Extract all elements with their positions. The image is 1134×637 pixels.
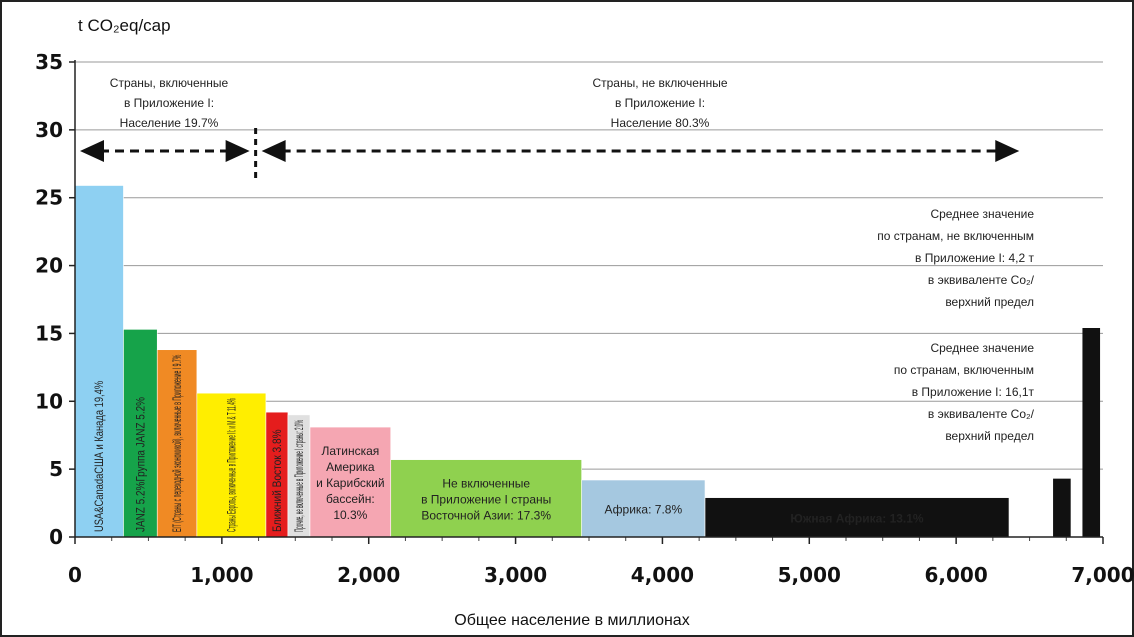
- bar: [704, 497, 1010, 538]
- y-tick-label: 5: [49, 457, 63, 481]
- population-annotation: Страны, не включенные: [592, 76, 727, 90]
- bar: [309, 426, 392, 538]
- x-tick-label: 1,000: [190, 563, 253, 587]
- x-tick-label: 4,000: [631, 563, 694, 587]
- summary-label: Среднее значение: [930, 341, 1034, 355]
- summary-label: в Приложение I: 16,1т: [912, 385, 1035, 399]
- bar: [390, 459, 582, 538]
- bar: [196, 392, 267, 538]
- bar: [74, 185, 124, 538]
- bar-label: и Карибский: [316, 476, 384, 490]
- arrow-annex-1: [80, 140, 250, 162]
- bar-label: бассейн:: [326, 492, 375, 506]
- summary-bar: [1082, 328, 1101, 537]
- bar: [156, 349, 198, 538]
- bar-label: JANZ 5.2%Группа JANZ 5.2%: [133, 397, 147, 532]
- population-annotation: Население 80.3%: [611, 116, 710, 130]
- bar-label: Страны Европы, включенные в Приложение I…: [224, 398, 238, 532]
- bar: [123, 329, 158, 538]
- summary-label: Среднее значение: [930, 207, 1034, 221]
- summary-label: в эквиваленте Co₂/: [928, 407, 1035, 421]
- bar-label: Америка: [326, 460, 375, 474]
- y-tick-label: 25: [35, 186, 63, 210]
- y-tick-label: 35: [35, 50, 63, 74]
- bar-label: Южная Африка: 13.1%: [790, 511, 924, 525]
- population-annotation: Население 19.7%: [120, 116, 219, 130]
- bar-label: USA&CanadaСША и Канада 19,4%: [92, 381, 106, 532]
- x-tick-label: 5,000: [778, 563, 841, 587]
- y-axis-label: t CO₂eq/cap: [78, 16, 171, 35]
- x-tick-label: 6,000: [925, 563, 988, 587]
- bar-label: Прочие, не включенные в Приложение I стр…: [292, 420, 306, 532]
- summary-label: в эквиваленте Co₂/: [928, 273, 1035, 287]
- bar-label: 10.3%: [333, 508, 367, 522]
- bar-label: Африка: 7.8%: [605, 503, 683, 517]
- arrow-non-annex-1: [261, 140, 1020, 162]
- population-annotation: в Приложение I:: [615, 96, 705, 110]
- x-tick-label: 2,000: [337, 563, 400, 587]
- x-tick-label: 7,000: [1071, 563, 1134, 587]
- bar-label: Не включенные: [442, 476, 530, 490]
- population-annotation: в Приложение I:: [124, 96, 214, 110]
- x-tick-label: 3,000: [484, 563, 547, 587]
- bar-label: EIT (Страны с переходной экономикой), вк…: [170, 355, 184, 532]
- summary-label: верхний предел: [945, 429, 1034, 443]
- bar-label: Восточной Азии: 17.3%: [421, 508, 551, 522]
- bar-label: в Приложение I страны: [421, 492, 551, 506]
- arrow-head-right: [225, 140, 250, 162]
- x-tick-label: 0: [68, 563, 82, 587]
- y-tick-label: 10: [35, 389, 63, 413]
- axes-group: 0 5 10 15 20 25 30 35 0 1,000 2,000 3,000 4,000 5,000…: [35, 50, 1134, 587]
- population-annotation: Страны, включенные: [110, 76, 229, 90]
- summary-bar: [1053, 478, 1071, 537]
- summary-label: в Приложение I: 4,2 т: [915, 251, 1034, 265]
- x-axis-label: Общее население в миллионах: [454, 612, 689, 629]
- y-tick-label: 15: [35, 321, 63, 345]
- arrow-head-left: [80, 140, 104, 162]
- y-tick-label: 20: [35, 254, 63, 278]
- bar-label: Латинская: [321, 444, 379, 458]
- y-tick-label: 30: [35, 118, 63, 142]
- arrow-head-left: [261, 140, 286, 162]
- summary-label: по странам, не включенным: [877, 229, 1034, 243]
- arrow-head-right: [995, 140, 1020, 162]
- bar-label: Ближний Восток 3.8%: [270, 429, 284, 532]
- summary-label: верхний предел: [945, 295, 1034, 309]
- summary-label: по странам, включенным: [894, 363, 1034, 377]
- annotations-group: Среднее значение по странам, включенным в …: [80, 76, 1035, 443]
- bars-group: USA&CanadaСША и Канада 19,4% JANZ 5.2%Гру…: [74, 185, 1101, 538]
- y-tick-label: 0: [49, 525, 63, 549]
